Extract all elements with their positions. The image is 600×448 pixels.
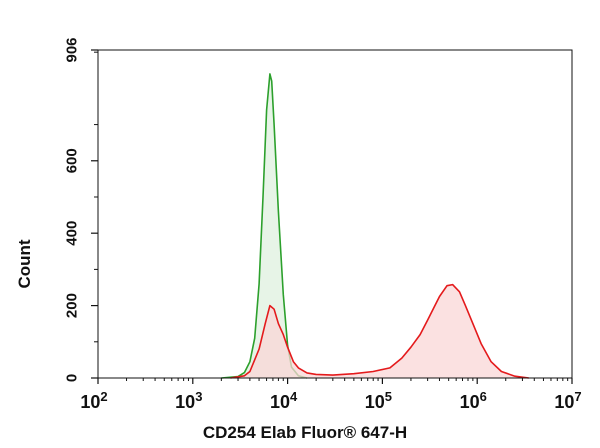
x-axis: 102 103 104 105 106 107: [80, 378, 582, 412]
y-tick-label: 0: [64, 374, 81, 382]
series-2-line: [230, 283, 529, 379]
y-tick-label: 400: [64, 221, 81, 246]
series-layer: [221, 73, 529, 379]
series-2-area: [230, 284, 529, 378]
x-axis-title: CD254 Elab Fluor® 647-H: [203, 423, 407, 442]
plot-frame: [97, 49, 573, 379]
y-tick-label: 600: [64, 148, 81, 173]
y-tick-label: 906: [64, 37, 81, 62]
y-axis: 0 200 400 600 906: [64, 37, 98, 382]
y-axis-title: Count: [15, 239, 34, 288]
series-1-area: [221, 73, 307, 379]
y-tick-label: 200: [64, 293, 81, 318]
